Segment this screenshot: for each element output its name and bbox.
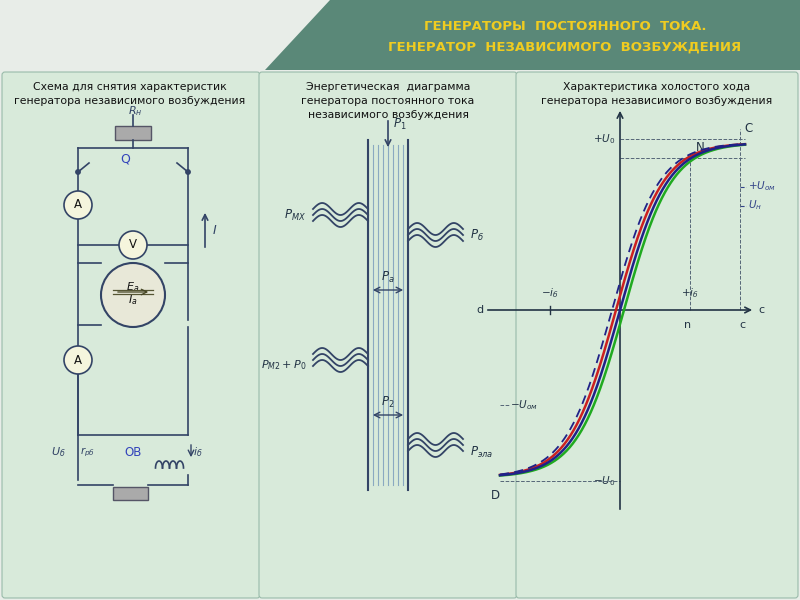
- Text: Характеристика холостого хода: Характеристика холостого хода: [563, 82, 750, 92]
- Text: ОВ: ОВ: [124, 445, 142, 458]
- Text: $P_{эла}$: $P_{эла}$: [470, 445, 494, 460]
- Text: c: c: [758, 305, 764, 315]
- Text: $P_{М2}+P_0$: $P_{М2}+P_0$: [261, 358, 306, 372]
- Text: N: N: [696, 141, 705, 154]
- Text: A: A: [74, 199, 82, 211]
- Text: $-U_{ом}$: $-U_{ом}$: [510, 398, 538, 412]
- Text: Схема для снятия характеристик: Схема для снятия характеристик: [33, 82, 227, 92]
- Text: генератора независимого возбуждения: генератора независимого возбуждения: [542, 96, 773, 106]
- Circle shape: [119, 231, 147, 259]
- FancyBboxPatch shape: [516, 72, 798, 598]
- Text: V: V: [129, 238, 137, 251]
- Text: Энергетическая  диаграмма: Энергетическая диаграмма: [306, 82, 470, 92]
- Text: $P_б$: $P_б$: [470, 227, 484, 242]
- Text: $-U_0$: $-U_0$: [593, 474, 615, 488]
- Text: $P_а$: $P_а$: [381, 270, 395, 285]
- Text: c: c: [739, 320, 745, 330]
- Text: независимого возбуждения: независимого возбуждения: [307, 110, 469, 120]
- Text: A: A: [74, 353, 82, 367]
- Polygon shape: [265, 0, 800, 70]
- Text: D: D: [490, 489, 499, 502]
- Text: $+U_{ом}$: $+U_{ом}$: [748, 179, 776, 193]
- FancyBboxPatch shape: [259, 72, 517, 598]
- Bar: [113, 487, 148, 500]
- Text: ГЕНЕРАТОРЫ  ПОСТОЯННОГО  ТОКА.: ГЕНЕРАТОРЫ ПОСТОЯННОГО ТОКА.: [424, 20, 706, 34]
- Text: $r_{рб}$: $r_{рб}$: [81, 445, 95, 458]
- Text: $E_а$: $E_а$: [126, 280, 140, 294]
- Circle shape: [64, 191, 92, 219]
- Text: ГЕНЕРАТОР  НЕЗАВИСИМОГО  ВОЗБУЖДЕНИЯ: ГЕНЕРАТОР НЕЗАВИСИМОГО ВОЗБУЖДЕНИЯ: [389, 40, 742, 53]
- Text: $P_{МХ}$: $P_{МХ}$: [284, 208, 306, 223]
- Bar: [115, 126, 151, 140]
- Text: $P_1$: $P_1$: [393, 116, 406, 131]
- Text: $U_б$: $U_б$: [50, 445, 66, 459]
- Text: генератора независимого возбуждения: генератора независимого возбуждения: [14, 96, 246, 106]
- Text: $+i_б$: $+i_б$: [681, 286, 699, 300]
- Text: $U_н$: $U_н$: [748, 199, 762, 212]
- Circle shape: [76, 170, 80, 174]
- Text: генератора постоянного тока: генератора постоянного тока: [302, 96, 474, 106]
- Text: $+U_0$: $+U_0$: [593, 132, 615, 146]
- Text: Q: Q: [120, 152, 130, 166]
- Circle shape: [186, 170, 190, 174]
- Text: n: n: [685, 320, 691, 330]
- Text: $i_б$: $i_б$: [193, 445, 202, 459]
- Text: d: d: [477, 305, 483, 315]
- Circle shape: [101, 263, 165, 327]
- Text: $I_а$: $I_а$: [128, 293, 138, 307]
- Text: $P_2$: $P_2$: [382, 395, 394, 410]
- FancyBboxPatch shape: [2, 72, 260, 598]
- Text: C: C: [744, 122, 752, 135]
- Text: I: I: [213, 223, 217, 236]
- Text: $R_н$: $R_н$: [128, 104, 142, 118]
- Text: $-i_б$: $-i_б$: [541, 286, 559, 300]
- Circle shape: [64, 346, 92, 374]
